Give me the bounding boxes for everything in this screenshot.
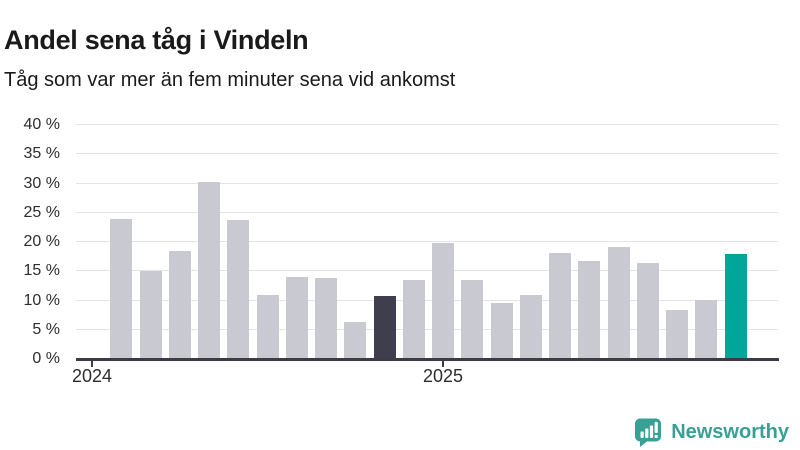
bar-2025-11	[724, 253, 747, 359]
bar-2025-05	[549, 253, 571, 359]
y-tick-label: 20 %	[23, 233, 60, 250]
bar-2025-08	[636, 263, 659, 359]
gridline-5	[76, 328, 778, 330]
gridline-20	[76, 241, 778, 242]
y-tick-label: 30 %	[23, 174, 60, 192]
gridline-40	[76, 124, 778, 125]
bar-2024-06	[227, 219, 250, 359]
bar-2024-03	[139, 271, 162, 359]
newsworthy-brand-text: Newsworthy	[671, 420, 789, 443]
bar-2024-04	[168, 250, 191, 359]
gridline-30	[76, 182, 778, 184]
x-axis-line	[76, 358, 779, 361]
bar-2025-09	[666, 310, 688, 359]
y-tick-label: 0 %	[32, 350, 60, 367]
x-tick-2025	[442, 361, 444, 367]
bar-2024-08	[285, 277, 308, 359]
bar-2024-07	[256, 294, 279, 359]
x-tick-label-2025: 2025	[422, 366, 464, 386]
x-tick-label-2024: 2024	[71, 366, 113, 386]
bar-2024-05	[198, 181, 220, 359]
gridline-10	[76, 299, 778, 301]
bar-2025-07	[607, 247, 630, 359]
bar-chart: 0 % 5 % 10 % 15 % 20 % 25 % 30 % 35 % 40 % 2024 20…	[23, 116, 779, 386]
gridline-25	[76, 211, 778, 213]
newsworthy-logo-icon	[635, 418, 662, 447]
newsworthy-brand: Newsworthy	[633, 417, 789, 447]
plot-area	[76, 124, 778, 359]
page-subtitle: Tåg som var mer än fem minuter sena vid …	[4, 69, 456, 91]
bar-2025-03	[490, 303, 513, 359]
y-tick-label: 25 %	[23, 203, 60, 221]
y-tick-label: 5 %	[32, 320, 60, 338]
x-tick-2024	[91, 361, 93, 367]
bar-2024-12	[402, 280, 425, 359]
bar-2025-01	[432, 242, 454, 359]
bar-2025-06	[578, 261, 601, 359]
bar-2024-09	[315, 277, 337, 359]
gridline-35	[76, 153, 778, 155]
bar-2025-04	[519, 294, 542, 359]
y-tick-label: 35 %	[23, 145, 60, 163]
y-tick-label: 40 %	[23, 116, 60, 133]
bar-2024-11	[373, 295, 396, 359]
page-title: Andel sena tåg i Vindeln	[4, 25, 309, 56]
bar-2024-02	[110, 218, 133, 359]
y-tick-label: 10 %	[23, 291, 60, 309]
bar-2025-10	[695, 299, 718, 359]
bar-2025-02	[461, 280, 484, 359]
y-tick-label: 15 %	[23, 262, 60, 280]
gridline-15	[76, 270, 778, 272]
bar-2024-10	[344, 321, 367, 359]
